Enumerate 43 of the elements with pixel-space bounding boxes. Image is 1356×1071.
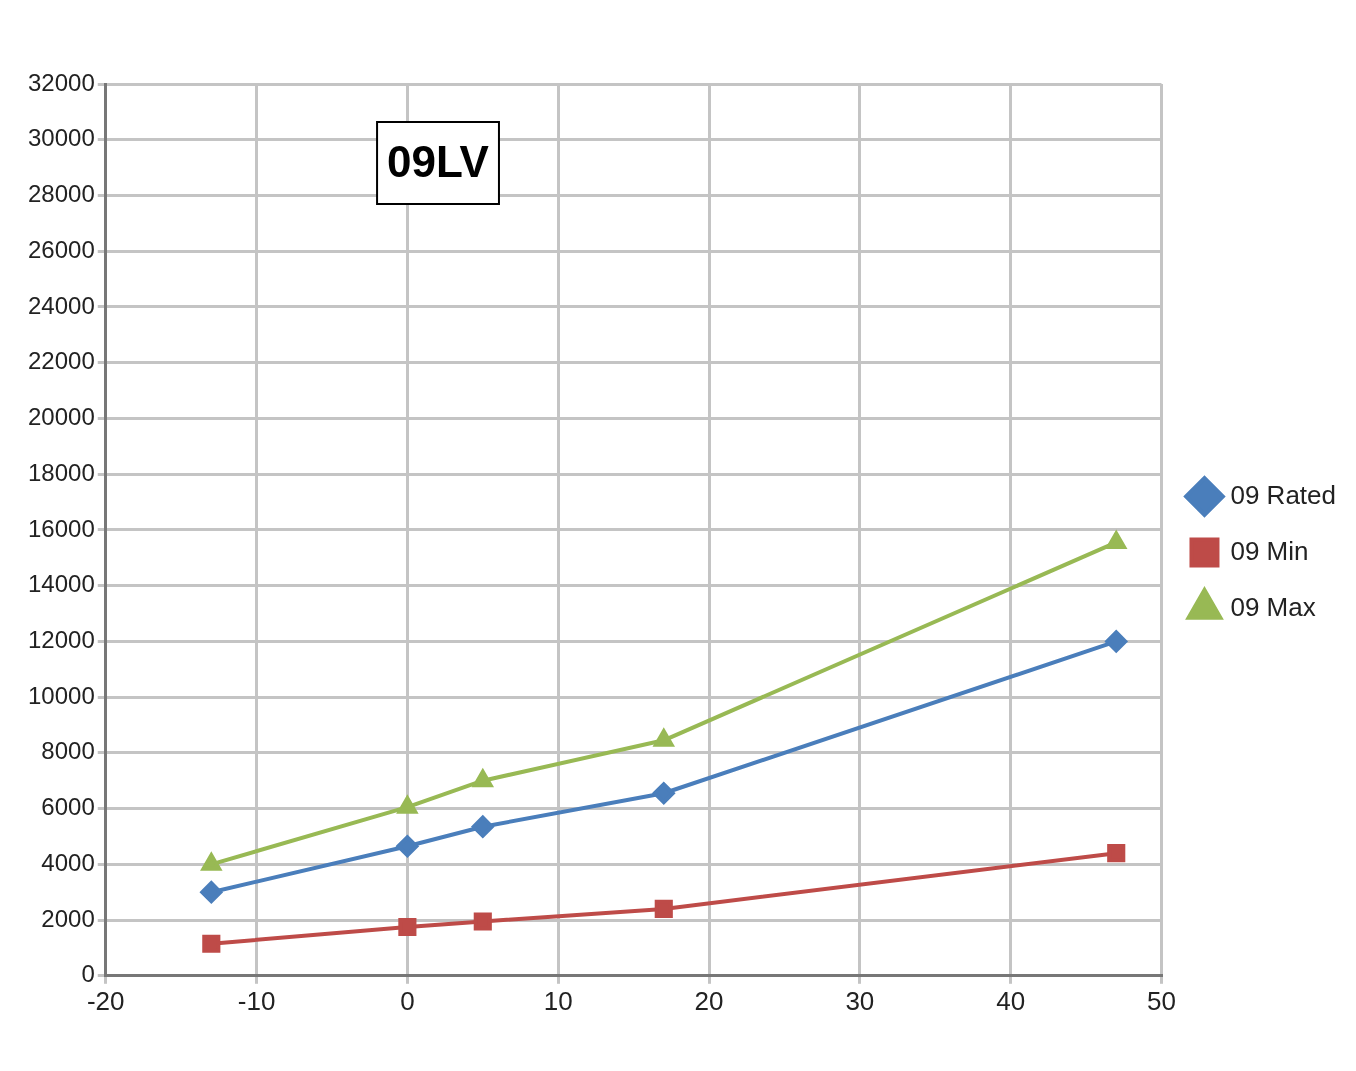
- text: 09LV: [387, 137, 490, 187]
- y-tick-label: 30000: [27, 124, 95, 152]
- x-tick-label: -20: [86, 985, 125, 1016]
- x-tick-label: 20: [694, 985, 724, 1016]
- legend-label: 09 Min: [1230, 535, 1309, 566]
- x-tick-label: 50: [1147, 985, 1176, 1016]
- point: [653, 729, 674, 747]
- point: [471, 815, 494, 838]
- y-tick-label: 6000: [41, 793, 95, 821]
- y-tick-label: 20000: [27, 403, 95, 431]
- y-tick-label: 32000: [27, 68, 95, 96]
- y-tick-label: 12000: [27, 626, 95, 653]
- point: [473, 912, 492, 931]
- point: [398, 917, 417, 937]
- x-tick-label: 10: [543, 985, 573, 1016]
- y-tick-label: 0: [81, 960, 95, 988]
- x-tick-label: 30: [845, 985, 875, 1016]
- y-tick-label: 18000: [27, 458, 95, 486]
- y-tick-label: 10000: [27, 681, 95, 709]
- point: [654, 899, 673, 918]
- y-tick-label: 26000: [27, 235, 95, 263]
- x-tick-label: 0: [400, 985, 415, 1016]
- point: [202, 934, 221, 953]
- y-tick-label: 2000: [41, 904, 95, 932]
- point: [1107, 844, 1126, 863]
- y-tick-label: 22000: [27, 347, 95, 375]
- y-tick-label: 14000: [27, 570, 95, 598]
- point: [1105, 630, 1128, 653]
- point: [1106, 531, 1127, 549]
- legend-label: 09 Rated: [1230, 479, 1337, 510]
- point: [397, 796, 418, 814]
- x-tick-label: 40: [996, 985, 1026, 1016]
- point: [652, 782, 675, 805]
- x-tick-label: -10: [237, 985, 276, 1016]
- y-tick-label: 24000: [27, 291, 95, 319]
- legend-label: 09 Max: [1230, 591, 1316, 622]
- y-tick-label: 4000: [41, 848, 95, 876]
- y-tick-label: 8000: [41, 737, 95, 765]
- y-tick-label: 16000: [27, 514, 95, 542]
- point: [396, 835, 419, 858]
- y-tick-label: 28000: [27, 180, 95, 208]
- point: [200, 881, 223, 904]
- point: [201, 853, 222, 871]
